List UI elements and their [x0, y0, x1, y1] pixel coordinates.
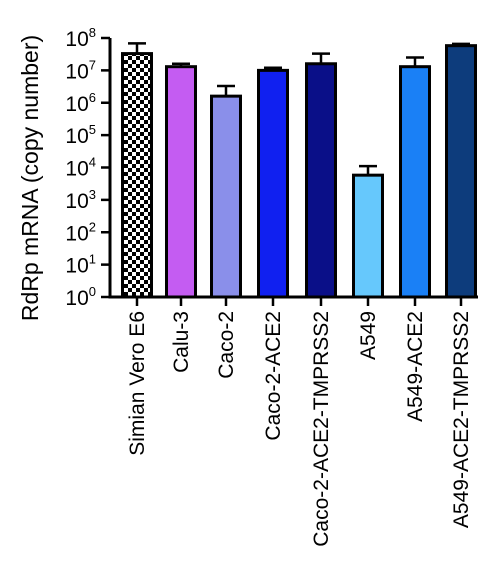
- y-tick-label: 102: [65, 219, 96, 245]
- y-tick-label: 101: [65, 252, 96, 278]
- x-tick-label: A549-ACE2-TMPRSS2: [450, 311, 473, 528]
- y-tick-label: 104: [65, 155, 96, 181]
- y-tick-exponent: 0: [89, 284, 96, 299]
- bar: [399, 65, 431, 299]
- y-tick-exponent: 2: [89, 219, 96, 234]
- x-tick-label: A549: [357, 311, 380, 360]
- y-tick-base: 10: [65, 287, 88, 310]
- y-tick-base: 10: [65, 125, 88, 148]
- x-tick-label: Caco-2: [215, 311, 238, 379]
- error-bars-group: [128, 42, 470, 176]
- x-tick-label: Caco-2-ACE2-TMPRSS2: [310, 311, 333, 547]
- bar: [257, 68, 289, 299]
- x-tick-label: Caco-2-ACE2: [262, 311, 285, 441]
- y-tick-exponent: 7: [89, 57, 96, 72]
- y-tick-base: 10: [65, 190, 88, 213]
- y-tick-base: 10: [65, 222, 88, 245]
- x-tick-label: Calu-3: [170, 311, 193, 373]
- y-tick-label: 103: [65, 187, 96, 213]
- y-tick-base: 10: [65, 158, 88, 181]
- x-axis: Simian Vero E6 Calu-3 Caco-2 Caco-2-ACE2 Cac…: [108, 295, 478, 547]
- y-tick-label: 107: [65, 57, 96, 83]
- y-axis-title: RdRp mRNA (copy number): [17, 35, 43, 321]
- y-tick-base: 10: [65, 28, 88, 51]
- x-tick-label: A549-ACE2: [404, 311, 427, 422]
- bar: [352, 173, 384, 299]
- bar: [445, 44, 477, 299]
- bar: [305, 62, 337, 299]
- y-tick-label: 100: [65, 284, 96, 310]
- y-tick-label: 106: [65, 90, 96, 116]
- y-tick-base: 10: [65, 93, 88, 116]
- y-tick-base: 10: [65, 255, 88, 278]
- y-tick-label: 108: [65, 25, 96, 51]
- y-tick-exponent: 8: [89, 25, 96, 40]
- y-tick-exponent: 4: [89, 155, 96, 170]
- y-tick-base: 10: [65, 60, 88, 83]
- y-tick-label: 105: [65, 122, 96, 148]
- y-tick-exponent: 1: [89, 252, 96, 267]
- y-tick-exponent: 5: [89, 122, 96, 137]
- y-tick-exponent: 3: [89, 187, 96, 202]
- bars-group: [121, 44, 477, 299]
- y-tick-exponent: 6: [89, 90, 96, 105]
- x-tick-label: Simian Vero E6: [126, 311, 149, 456]
- bar: [121, 52, 153, 299]
- bar: [210, 94, 242, 299]
- bar: [165, 65, 197, 299]
